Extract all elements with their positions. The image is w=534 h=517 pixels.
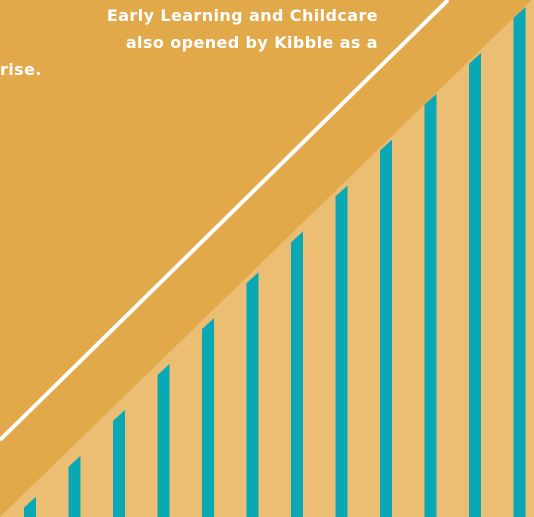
caption-line-3: rise. bbox=[0, 60, 42, 79]
bar-10 bbox=[424, 93, 437, 517]
bar-12 bbox=[513, 7, 526, 517]
bars-group bbox=[24, 7, 526, 517]
caption-text: Early Learning and Childcare also opened… bbox=[0, 2, 378, 83]
bar-11 bbox=[469, 52, 481, 517]
bar-8 bbox=[335, 185, 348, 517]
caption-line-1: Early Learning and Childcare bbox=[106, 6, 378, 25]
bar-9 bbox=[380, 139, 392, 517]
bar-5 bbox=[202, 318, 214, 517]
bar-2 bbox=[68, 455, 81, 517]
caption-line-2: also opened by Kibble as a bbox=[125, 33, 378, 52]
bar-7 bbox=[291, 231, 303, 517]
diagonal-line bbox=[0, 0, 450, 442]
bar-1 bbox=[24, 496, 36, 517]
bar-6 bbox=[246, 272, 259, 517]
bar-3 bbox=[113, 409, 125, 517]
bar-4 bbox=[157, 364, 170, 517]
